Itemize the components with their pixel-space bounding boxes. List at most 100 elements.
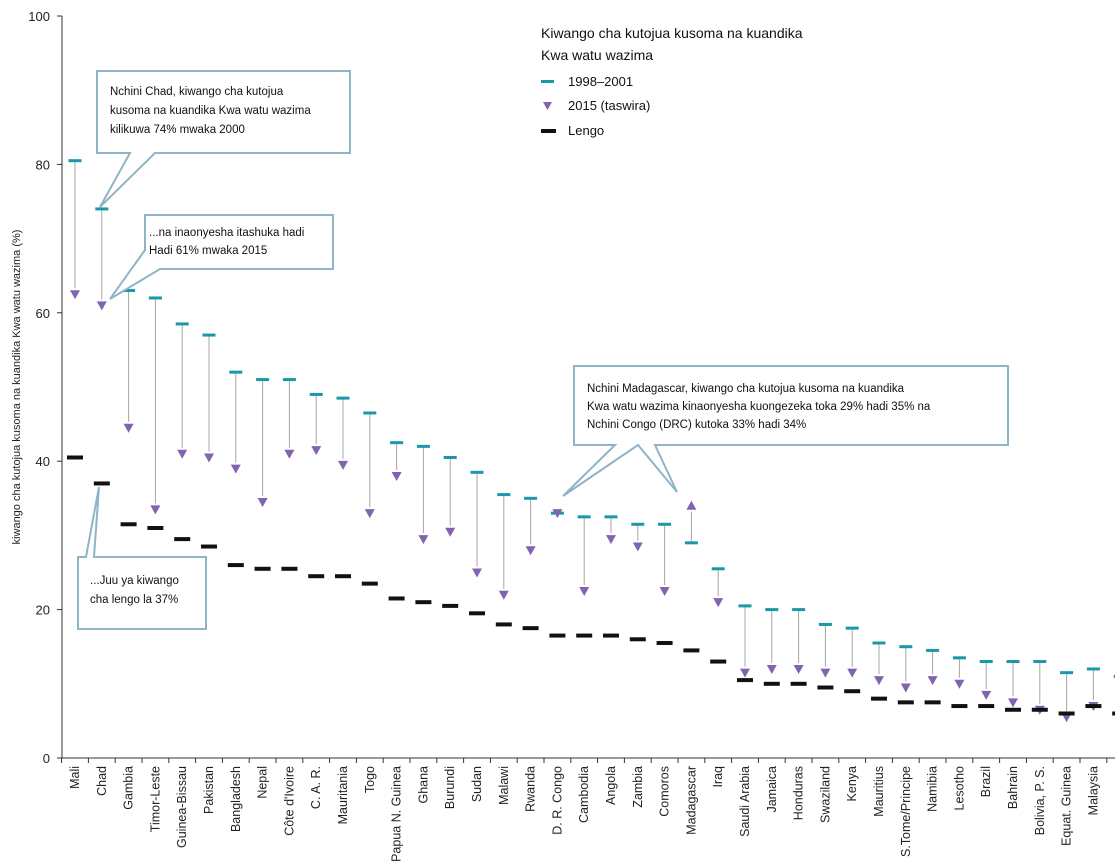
projection-marker <box>659 587 670 597</box>
baseline-marker <box>282 378 296 382</box>
target-marker <box>335 574 351 579</box>
baseline-marker <box>309 392 323 396</box>
legend-baseline-label: 1998–2001 <box>568 74 633 89</box>
baseline-marker <box>336 396 350 400</box>
projection-marker <box>579 587 590 597</box>
target-marker <box>763 681 780 686</box>
target-marker <box>469 611 485 616</box>
x-category-label: Gambia <box>122 766 136 810</box>
baseline-marker <box>95 207 109 211</box>
x-category-label: Papua N. Guinea <box>390 766 404 862</box>
x-category-label: Timor-Leste <box>148 766 162 832</box>
x-category-label: Nepal <box>256 766 270 799</box>
baseline-marker <box>738 604 752 608</box>
target-marker <box>254 566 271 571</box>
data-marks <box>67 159 1115 723</box>
annotation-chad-line3: kilikuwa 74% mwaka 2000 <box>110 124 245 136</box>
x-category-label: Togo <box>363 766 377 793</box>
x-category-label: Zambia <box>631 766 645 808</box>
legend-title-line2: Kwa watu wazima <box>541 47 653 63</box>
y-tick-label: 100 <box>28 9 50 24</box>
projection-marker <box>338 460 348 470</box>
baseline-marker <box>68 159 82 163</box>
target-marker <box>844 689 861 694</box>
baseline-marker <box>416 444 430 448</box>
target-marker <box>281 566 298 571</box>
target-marker <box>897 700 914 705</box>
target-marker <box>522 626 539 631</box>
baseline-marker <box>684 541 698 545</box>
x-category-label: Equat. Guinea <box>1060 766 1074 846</box>
y-tick-label: 60 <box>36 306 50 321</box>
projection-marker <box>150 505 161 515</box>
baseline-marker <box>1006 660 1020 664</box>
projection-marker <box>552 509 563 519</box>
baseline-marker <box>872 641 886 645</box>
x-category-label: Lesotho <box>952 766 966 811</box>
baseline-marker <box>443 455 457 459</box>
target-marker <box>549 633 566 638</box>
annotation-chad-line2: kusoma na kuandika Kwa watu wazima <box>110 105 311 117</box>
target-marker <box>67 455 83 460</box>
target-marker <box>201 544 217 549</box>
baseline-marker <box>899 645 913 649</box>
legend-projection-label: 2015 (taswira) <box>568 98 650 113</box>
annotation-chad-line1: Nchini Chad, kiwango cha kutojua <box>110 86 284 98</box>
x-category-label: Iraq <box>711 766 725 788</box>
projection-marker <box>847 668 858 678</box>
baseline-marker <box>470 470 484 474</box>
baseline-marker <box>818 622 832 626</box>
baseline-marker <box>845 626 859 630</box>
projection-marker <box>766 664 777 674</box>
baseline-marker <box>497 493 511 497</box>
projection-marker <box>257 498 268 508</box>
legend-baseline-marker <box>541 80 554 83</box>
x-category-label: Guinea-Bissau <box>175 766 189 848</box>
y-tick-label: 40 <box>36 454 50 469</box>
target-marker <box>1031 707 1048 712</box>
x-category-label: Madagascar <box>684 766 698 835</box>
x-category-label: Mauritania <box>336 766 350 824</box>
annotation-chad: Nchini Chad, kiwango cha kutojua kusoma … <box>96 70 351 208</box>
baseline-marker <box>979 660 993 664</box>
projection-marker <box>391 472 402 482</box>
projection-marker <box>123 423 134 433</box>
projection-marker <box>820 668 831 678</box>
x-category-label: Angola <box>604 766 618 805</box>
target-marker <box>710 659 727 664</box>
target-marker <box>629 637 646 642</box>
baseline-marker <box>1086 667 1100 671</box>
projection-marker <box>364 509 375 519</box>
target-marker <box>817 685 834 690</box>
projection-marker <box>204 453 214 463</box>
target-marker <box>93 481 110 486</box>
baseline-marker <box>631 522 645 526</box>
target-marker <box>1058 711 1075 716</box>
projection-marker <box>740 668 750 678</box>
projection-marker <box>1008 698 1018 708</box>
projection-marker <box>445 527 456 537</box>
x-category-label: Ghana <box>416 766 430 804</box>
target-marker <box>174 537 191 542</box>
annotation-chad-2015-line1: ...na inaonyesha itashuka hadi <box>149 227 304 239</box>
target-marker <box>442 603 459 608</box>
annotation-target-line1: ...Juu ya kiwango <box>90 575 179 587</box>
x-category-label: Malaysia <box>1086 766 1100 815</box>
projection-marker <box>686 500 697 510</box>
x-category-label: Kenya <box>845 766 859 801</box>
projection-marker <box>900 683 911 693</box>
projection-marker <box>284 449 295 459</box>
legend-target-marker <box>541 129 556 133</box>
projection-marker <box>981 690 992 700</box>
x-category-label: S.Tome/Principe <box>899 766 913 857</box>
projection-marker <box>70 290 80 300</box>
legend-projection-marker <box>543 102 552 110</box>
baseline-marker <box>604 515 618 519</box>
baseline-marker <box>1060 671 1074 675</box>
annotation-madagascar-line1: Nchini Madagascar, kiwango cha kutojua k… <box>587 383 905 395</box>
target-marker <box>790 681 807 686</box>
target-marker <box>147 525 164 530</box>
projection-marker <box>418 535 429 545</box>
legend: Kiwango cha kutojua kusoma na kuandika K… <box>541 25 803 138</box>
